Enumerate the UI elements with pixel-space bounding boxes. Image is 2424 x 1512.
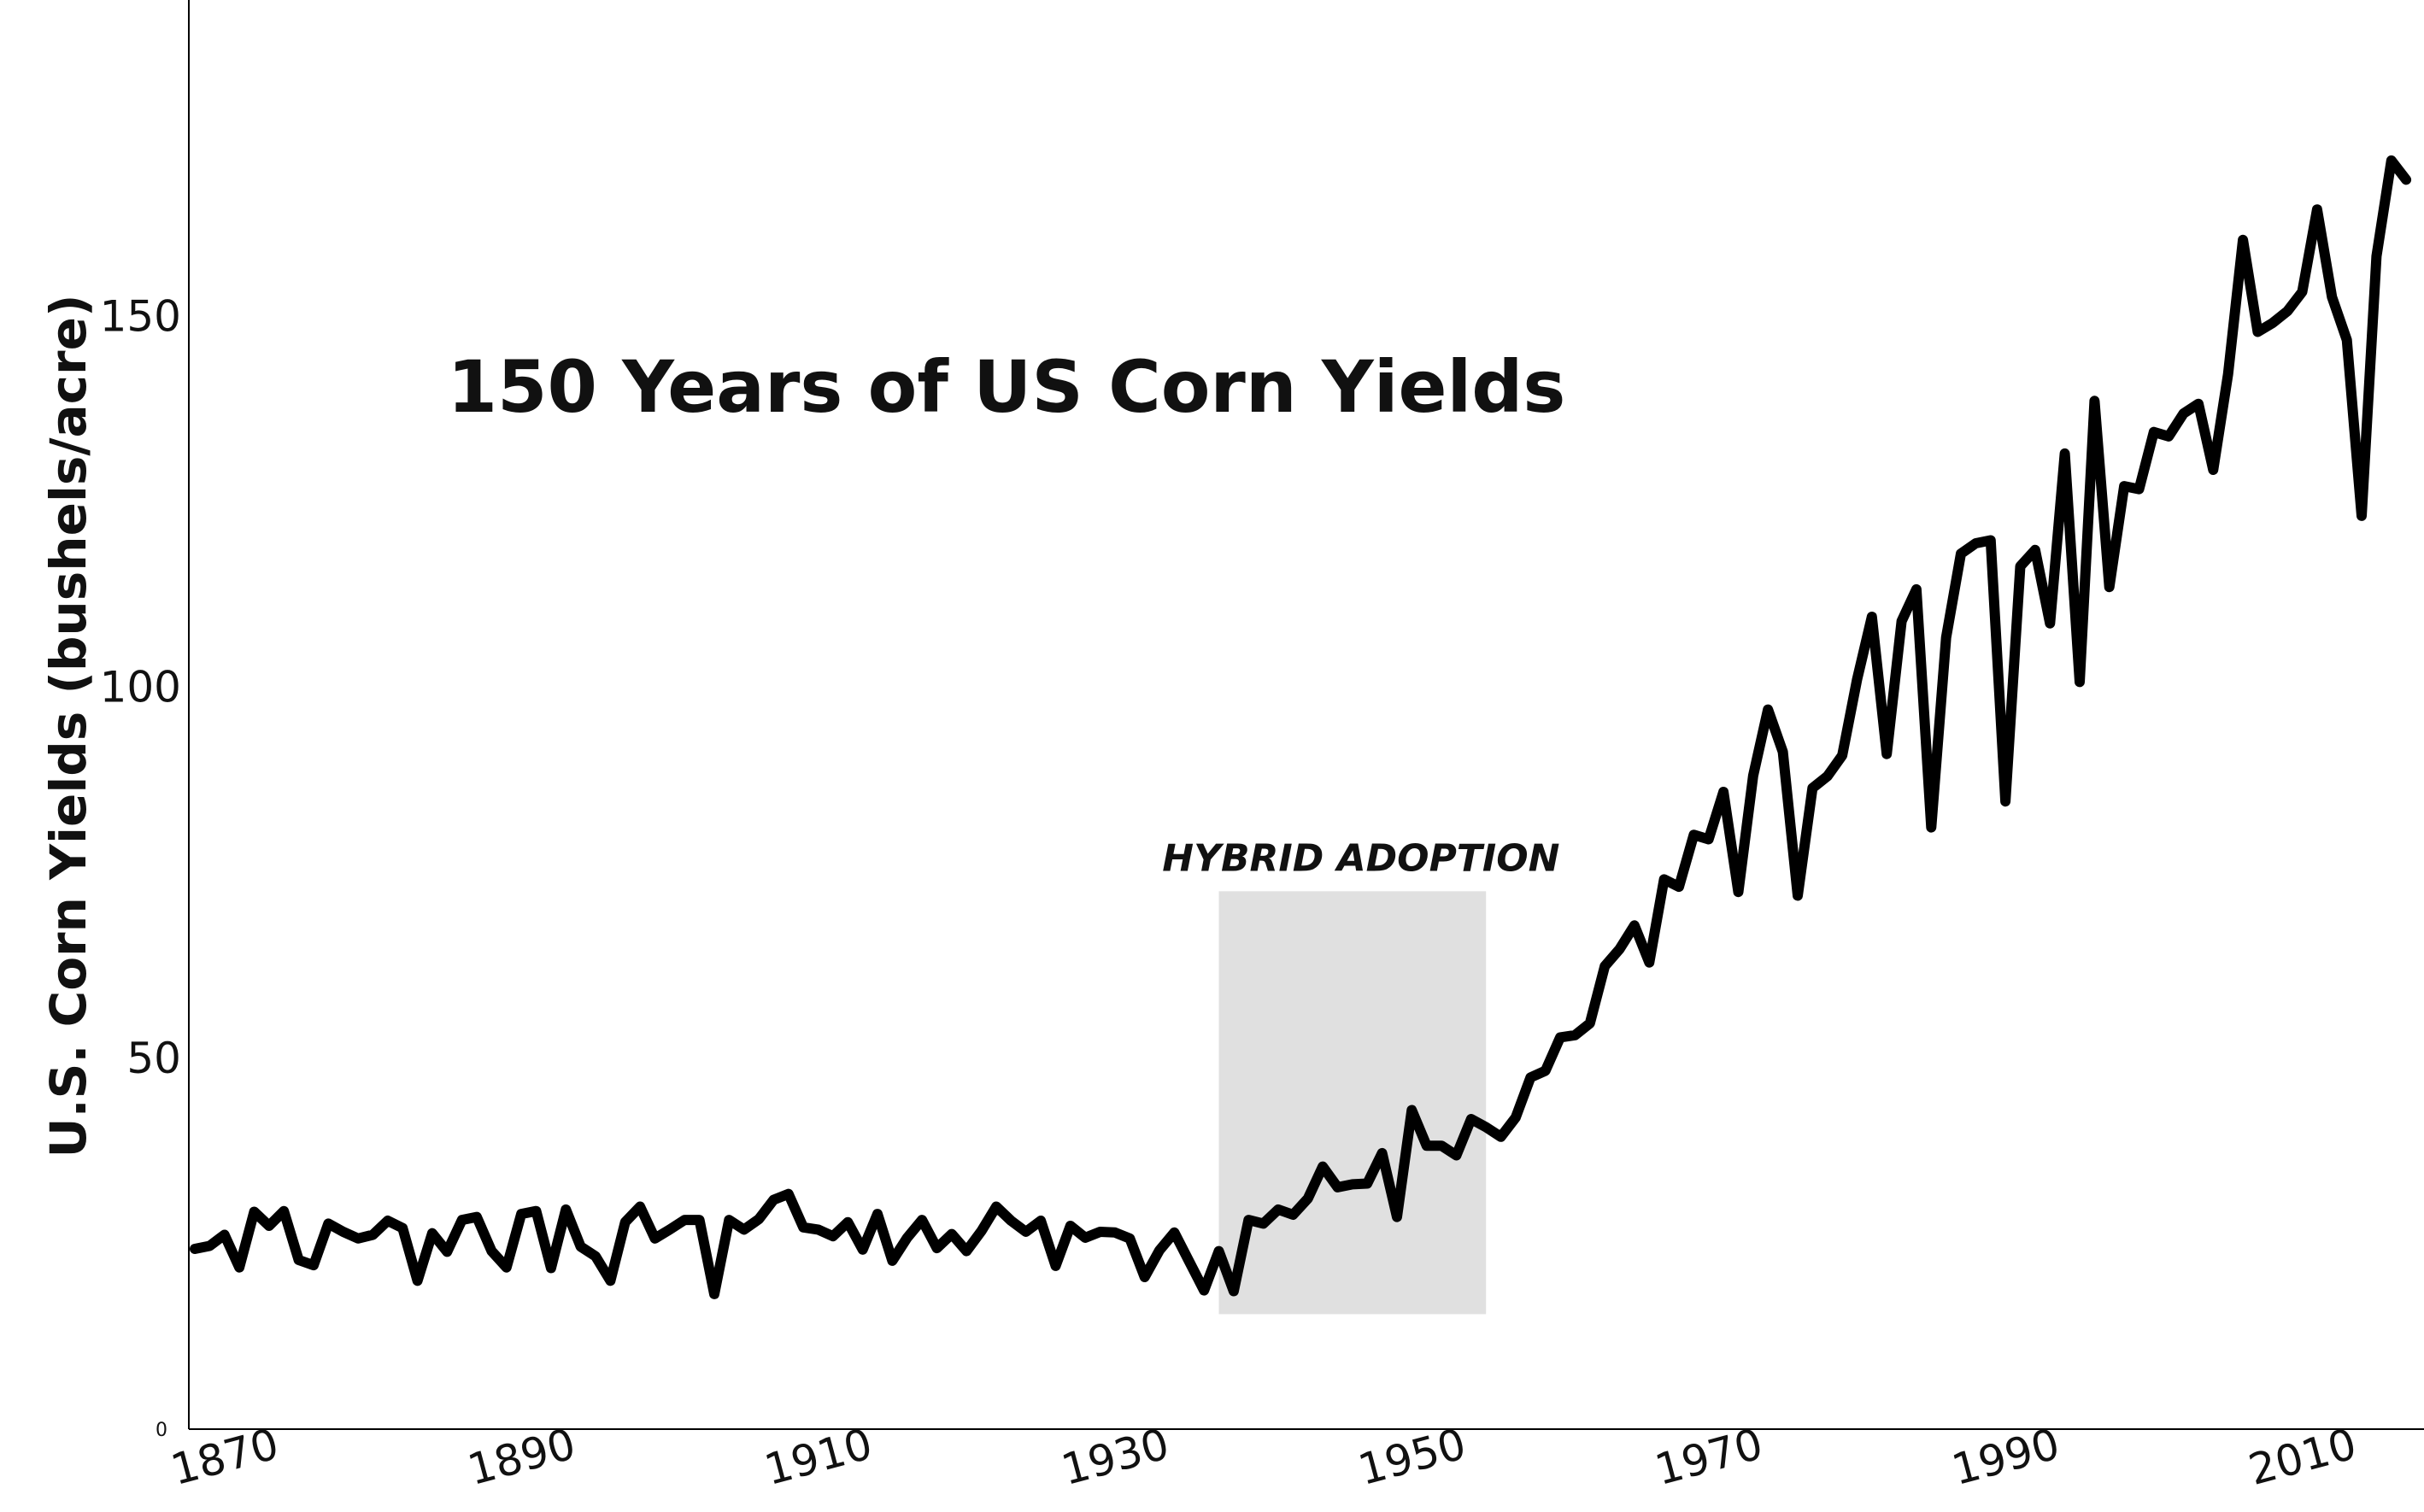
x-tick-label: 1890	[463, 1419, 581, 1495]
hybrid-adoption-label: HYBRID ADOPTION	[1162, 836, 1559, 880]
x-tick-label: 1870	[166, 1419, 284, 1495]
x-tick-label: 1950	[1353, 1419, 1471, 1495]
y-tick-label: 50	[126, 1034, 181, 1083]
series-line-corn-yields	[190, 155, 2412, 1299]
x-axis-ticks: 1870 1890 1910 1930 1950 1970 1990 2010	[166, 1419, 2362, 1495]
x-tick-label: 1970	[1650, 1419, 1768, 1495]
y-tick-label: 100	[100, 663, 181, 712]
y-tick-label: 150	[100, 291, 181, 341]
hybrid-adoption-region	[1218, 891, 1487, 1315]
x-tick-label: 1910	[760, 1419, 877, 1495]
x-tick-label: 2010	[2244, 1419, 2362, 1495]
y-axis-ticks: 0 50 100 150	[100, 291, 181, 1441]
x-tick-label: 1990	[1947, 1419, 2065, 1495]
x-tick-label: 1930	[1056, 1419, 1174, 1495]
y-tick-label: 0	[156, 1420, 167, 1441]
y-axis-label: U.S. Corn Yields (bushels/acre)	[39, 295, 97, 1158]
chart-title: 150 Years of US Corn Yields	[448, 345, 1566, 429]
